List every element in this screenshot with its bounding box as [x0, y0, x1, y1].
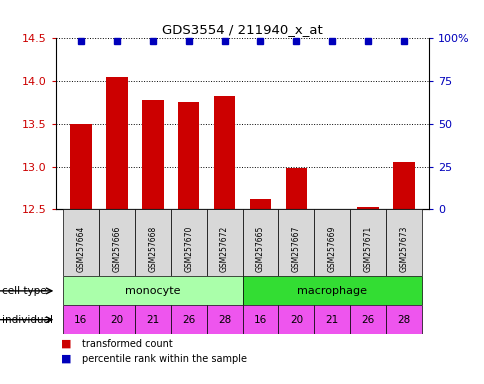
Bar	[63, 209, 99, 276]
Bar	[349, 209, 385, 276]
Bar	[393, 162, 414, 209]
Text: cell type: cell type	[2, 286, 47, 296]
Bar	[135, 305, 170, 334]
Text: percentile rank within the sample: percentile rank within the sample	[82, 354, 247, 364]
Bar	[321, 209, 342, 211]
Text: GSM257671: GSM257671	[363, 226, 372, 273]
Bar	[213, 96, 235, 209]
Text: 16: 16	[74, 314, 87, 325]
Bar	[385, 305, 421, 334]
Text: GSM257665: GSM257665	[256, 226, 264, 273]
Bar	[206, 305, 242, 334]
Text: 21: 21	[325, 314, 338, 325]
Text: 28: 28	[397, 314, 410, 325]
Text: 28: 28	[217, 314, 231, 325]
Bar	[170, 209, 206, 276]
Text: GSM257670: GSM257670	[184, 226, 193, 273]
Bar	[170, 305, 206, 334]
Text: 16: 16	[253, 314, 267, 325]
Bar	[135, 209, 170, 276]
Text: 26: 26	[361, 314, 374, 325]
Text: 26: 26	[182, 314, 195, 325]
Bar	[249, 199, 271, 209]
Text: 20: 20	[289, 314, 302, 325]
Bar	[314, 209, 349, 276]
Text: 21: 21	[146, 314, 159, 325]
Bar	[278, 209, 314, 276]
Text: monocyte: monocyte	[125, 286, 180, 296]
Bar	[106, 77, 127, 209]
Bar	[178, 102, 199, 209]
Text: GSM257666: GSM257666	[112, 226, 121, 273]
Text: GSM257669: GSM257669	[327, 226, 336, 273]
Text: GSM257673: GSM257673	[399, 226, 408, 273]
Bar	[385, 209, 421, 276]
Bar	[242, 276, 421, 305]
Bar	[206, 209, 242, 276]
Title: GDS3554 / 211940_x_at: GDS3554 / 211940_x_at	[162, 23, 322, 36]
Bar	[99, 305, 135, 334]
Bar	[242, 209, 278, 276]
Text: ■: ■	[60, 339, 71, 349]
Bar	[314, 305, 349, 334]
Bar	[285, 168, 306, 209]
Bar	[357, 207, 378, 209]
Text: GSM257668: GSM257668	[148, 226, 157, 273]
Bar	[142, 100, 163, 209]
Text: GSM257667: GSM257667	[291, 226, 300, 273]
Bar	[349, 305, 385, 334]
Text: individual: individual	[2, 314, 53, 325]
Text: transformed count: transformed count	[82, 339, 173, 349]
Text: macrophage: macrophage	[297, 286, 366, 296]
Bar	[278, 305, 314, 334]
Bar	[70, 124, 91, 209]
Bar	[63, 305, 99, 334]
Bar	[99, 209, 135, 276]
Text: GSM257664: GSM257664	[76, 226, 85, 273]
Bar	[63, 276, 242, 305]
Text: GSM257672: GSM257672	[220, 226, 228, 273]
Bar	[242, 305, 278, 334]
Text: ■: ■	[60, 354, 71, 364]
Text: 20: 20	[110, 314, 123, 325]
